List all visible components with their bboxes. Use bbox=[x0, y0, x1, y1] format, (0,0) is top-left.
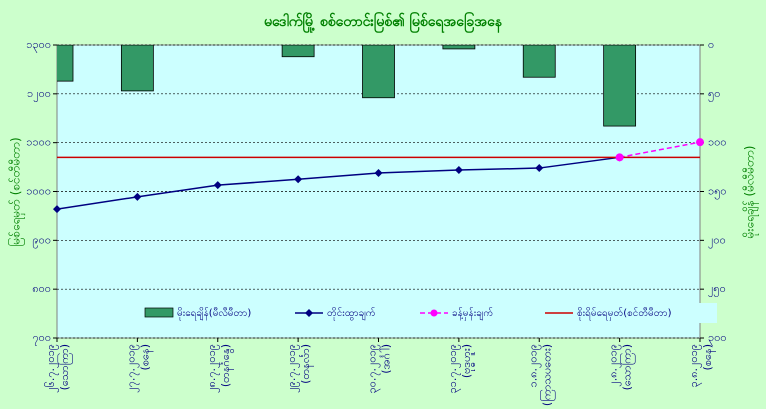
y2-tick-label: ၂၅၀ bbox=[708, 282, 726, 297]
chart-title: မဒေါက်မြို့ စစ်တောင်းမြစ်၏ မြစ်ရေအခြေအနေ bbox=[264, 12, 503, 33]
x-tick-label-day: (တနင်္ဂနွေ) bbox=[219, 344, 234, 387]
x-tick-label-day: (သောကြာ) bbox=[620, 344, 636, 390]
plot-marks bbox=[57, 45, 700, 210]
x-tick-label: ၂.၈.၂၀၁၉ bbox=[607, 344, 622, 387]
x-tick-label-day: (စနေ) bbox=[138, 344, 153, 370]
y2-axis-title: မိုးရေချိန် (မီလီမီတာ) bbox=[742, 146, 760, 239]
y-axis-title: မြစ်ရေမှတ် (စင်တီမီတာ) bbox=[7, 137, 26, 246]
x-tick-label-day: (ကြာသပတေး) bbox=[539, 344, 555, 406]
x-tick-label-day: (သောကြာ) bbox=[57, 344, 73, 390]
y-tick-label: ၁၀၀၀ bbox=[26, 185, 51, 198]
x-tick-label-day: (တနင်္လာ) bbox=[299, 344, 314, 384]
marker bbox=[53, 205, 61, 214]
x-tick-label: ၂၇.၇.၂၀၁၉ bbox=[124, 344, 139, 393]
y2-tick-label: ၁၅၀ bbox=[708, 185, 727, 200]
marker bbox=[133, 192, 142, 201]
marker bbox=[696, 138, 704, 147]
x-tick-label: ၂၆.၇.၂၀၁၉ bbox=[44, 344, 59, 393]
legend-label: တိုင်းထွာချက် bbox=[327, 306, 376, 321]
marker bbox=[535, 164, 544, 173]
x-tick-label: ၃၀.၇.၂၀၁၉ bbox=[366, 344, 381, 394]
line bbox=[57, 156, 620, 210]
legend-label: မိုးရေချိန်(မီလီမီတာ) bbox=[177, 306, 251, 321]
marker bbox=[454, 166, 463, 175]
bar bbox=[522, 45, 556, 78]
x-tick-label: ၂၈.၇.၂၀၁၉ bbox=[205, 344, 220, 393]
legend-label: စိုးရိမ်ရေမှတ်(စင်တီမီတာ) bbox=[577, 306, 672, 321]
y2-tick-label: ၂၀၀ bbox=[708, 233, 726, 248]
y-tick-label: ၈၀၀ bbox=[32, 282, 51, 295]
y2-tick-label: ၅၀ bbox=[708, 87, 720, 102]
y-tick-label: ၉၀၀ bbox=[32, 233, 51, 248]
bar bbox=[362, 45, 395, 99]
bar bbox=[603, 45, 637, 127]
x-tick-label-day: (အင်္ဂါ) bbox=[380, 344, 393, 374]
x-tick-label-day: (ဗုဒ္ဓဟူး) bbox=[460, 344, 475, 378]
x-tick-label: ၃၁.၇.၂၀၁၉ bbox=[446, 344, 461, 394]
y2-tick-label: ၁၀၀ bbox=[708, 136, 727, 149]
legend-label: ခန့်မှန်းချက် bbox=[452, 306, 493, 321]
line bbox=[619, 141, 700, 159]
y-tick-label: ၁၃၀၀ bbox=[26, 38, 51, 53]
marker bbox=[294, 175, 303, 184]
y-tick-label: ၁၁၀၀ bbox=[26, 136, 51, 149]
x-tick-label-day: (စနေ) bbox=[701, 344, 716, 370]
bar bbox=[442, 45, 476, 50]
x-tick-label: ၂၉.၇.၂၀၁၉ bbox=[285, 344, 300, 393]
marker bbox=[615, 153, 624, 162]
bar bbox=[120, 45, 154, 92]
y2-tick-label: ၀ bbox=[708, 38, 714, 51]
bar bbox=[281, 45, 315, 58]
legend-marker bbox=[430, 309, 438, 317]
y-tick-label: ၇၀၀ bbox=[32, 331, 51, 346]
x-tick-label: ၃.၈.၂၀၁၉ bbox=[687, 344, 702, 387]
y2-tick-label: ၃၀၀ bbox=[708, 331, 727, 346]
bar bbox=[57, 45, 74, 82]
marker bbox=[374, 168, 383, 177]
legend-swatch bbox=[144, 307, 174, 318]
x-tick-label: ၁.၈.၂၀၁၉ bbox=[526, 344, 541, 387]
y-tick-label: ၁၂၀၀ bbox=[27, 87, 51, 102]
legend-marker bbox=[305, 309, 313, 317]
marker bbox=[213, 181, 222, 190]
